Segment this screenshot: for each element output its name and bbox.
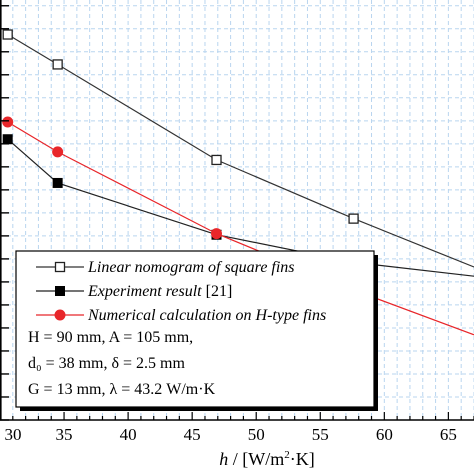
legend-entry-label: Experiment result [21] [87,283,232,300]
series-1-point [53,60,62,69]
legend-parameter-line: H = 90 mm, A = 105 mm, [28,329,193,346]
legend-swatch-marker [55,310,65,320]
x-tick-label: 50 [248,425,265,444]
series-line-1 [8,35,474,268]
series-1-point [3,30,12,39]
series-3-point [212,229,222,239]
series-2-point [3,135,12,144]
x-tick-label: 35 [56,425,73,444]
series-3-point [53,147,63,157]
x-axis-title-var: h [219,449,228,469]
x-tick-label: 55 [312,425,329,444]
series-3-point [3,117,13,127]
x-tick-label: 40 [120,425,137,444]
series-2-point [53,178,62,187]
legend: Linear nomogram of square fins Experiment… [16,251,378,411]
x-tick-label: 60 [376,425,393,444]
x-tick-label: 65 [440,425,457,444]
series-1-point [212,155,221,164]
legend-parameter-line: G = 13 mm, λ = 43.2 W/m·K [28,381,216,398]
x-axis-title-tail: ·K] [290,449,315,469]
legend-swatch-marker [56,287,65,296]
x-tick-label: 45 [184,425,201,444]
legend-swatch-marker [56,263,65,272]
x-tick-label: 30 [5,425,22,444]
legend-entry-label: Linear nomogram of square fins [87,259,295,276]
series-1-point [349,214,358,223]
x-axis-title-unit: / [W/m [228,449,284,469]
x-axis-title: h / [W/m2·K] [219,449,315,469]
legend-parameter-line: d₀ = 38 mm, δ = 2.5 mm [28,355,186,372]
legend-entry-label: Numerical calculation on H-type fins [87,307,326,324]
